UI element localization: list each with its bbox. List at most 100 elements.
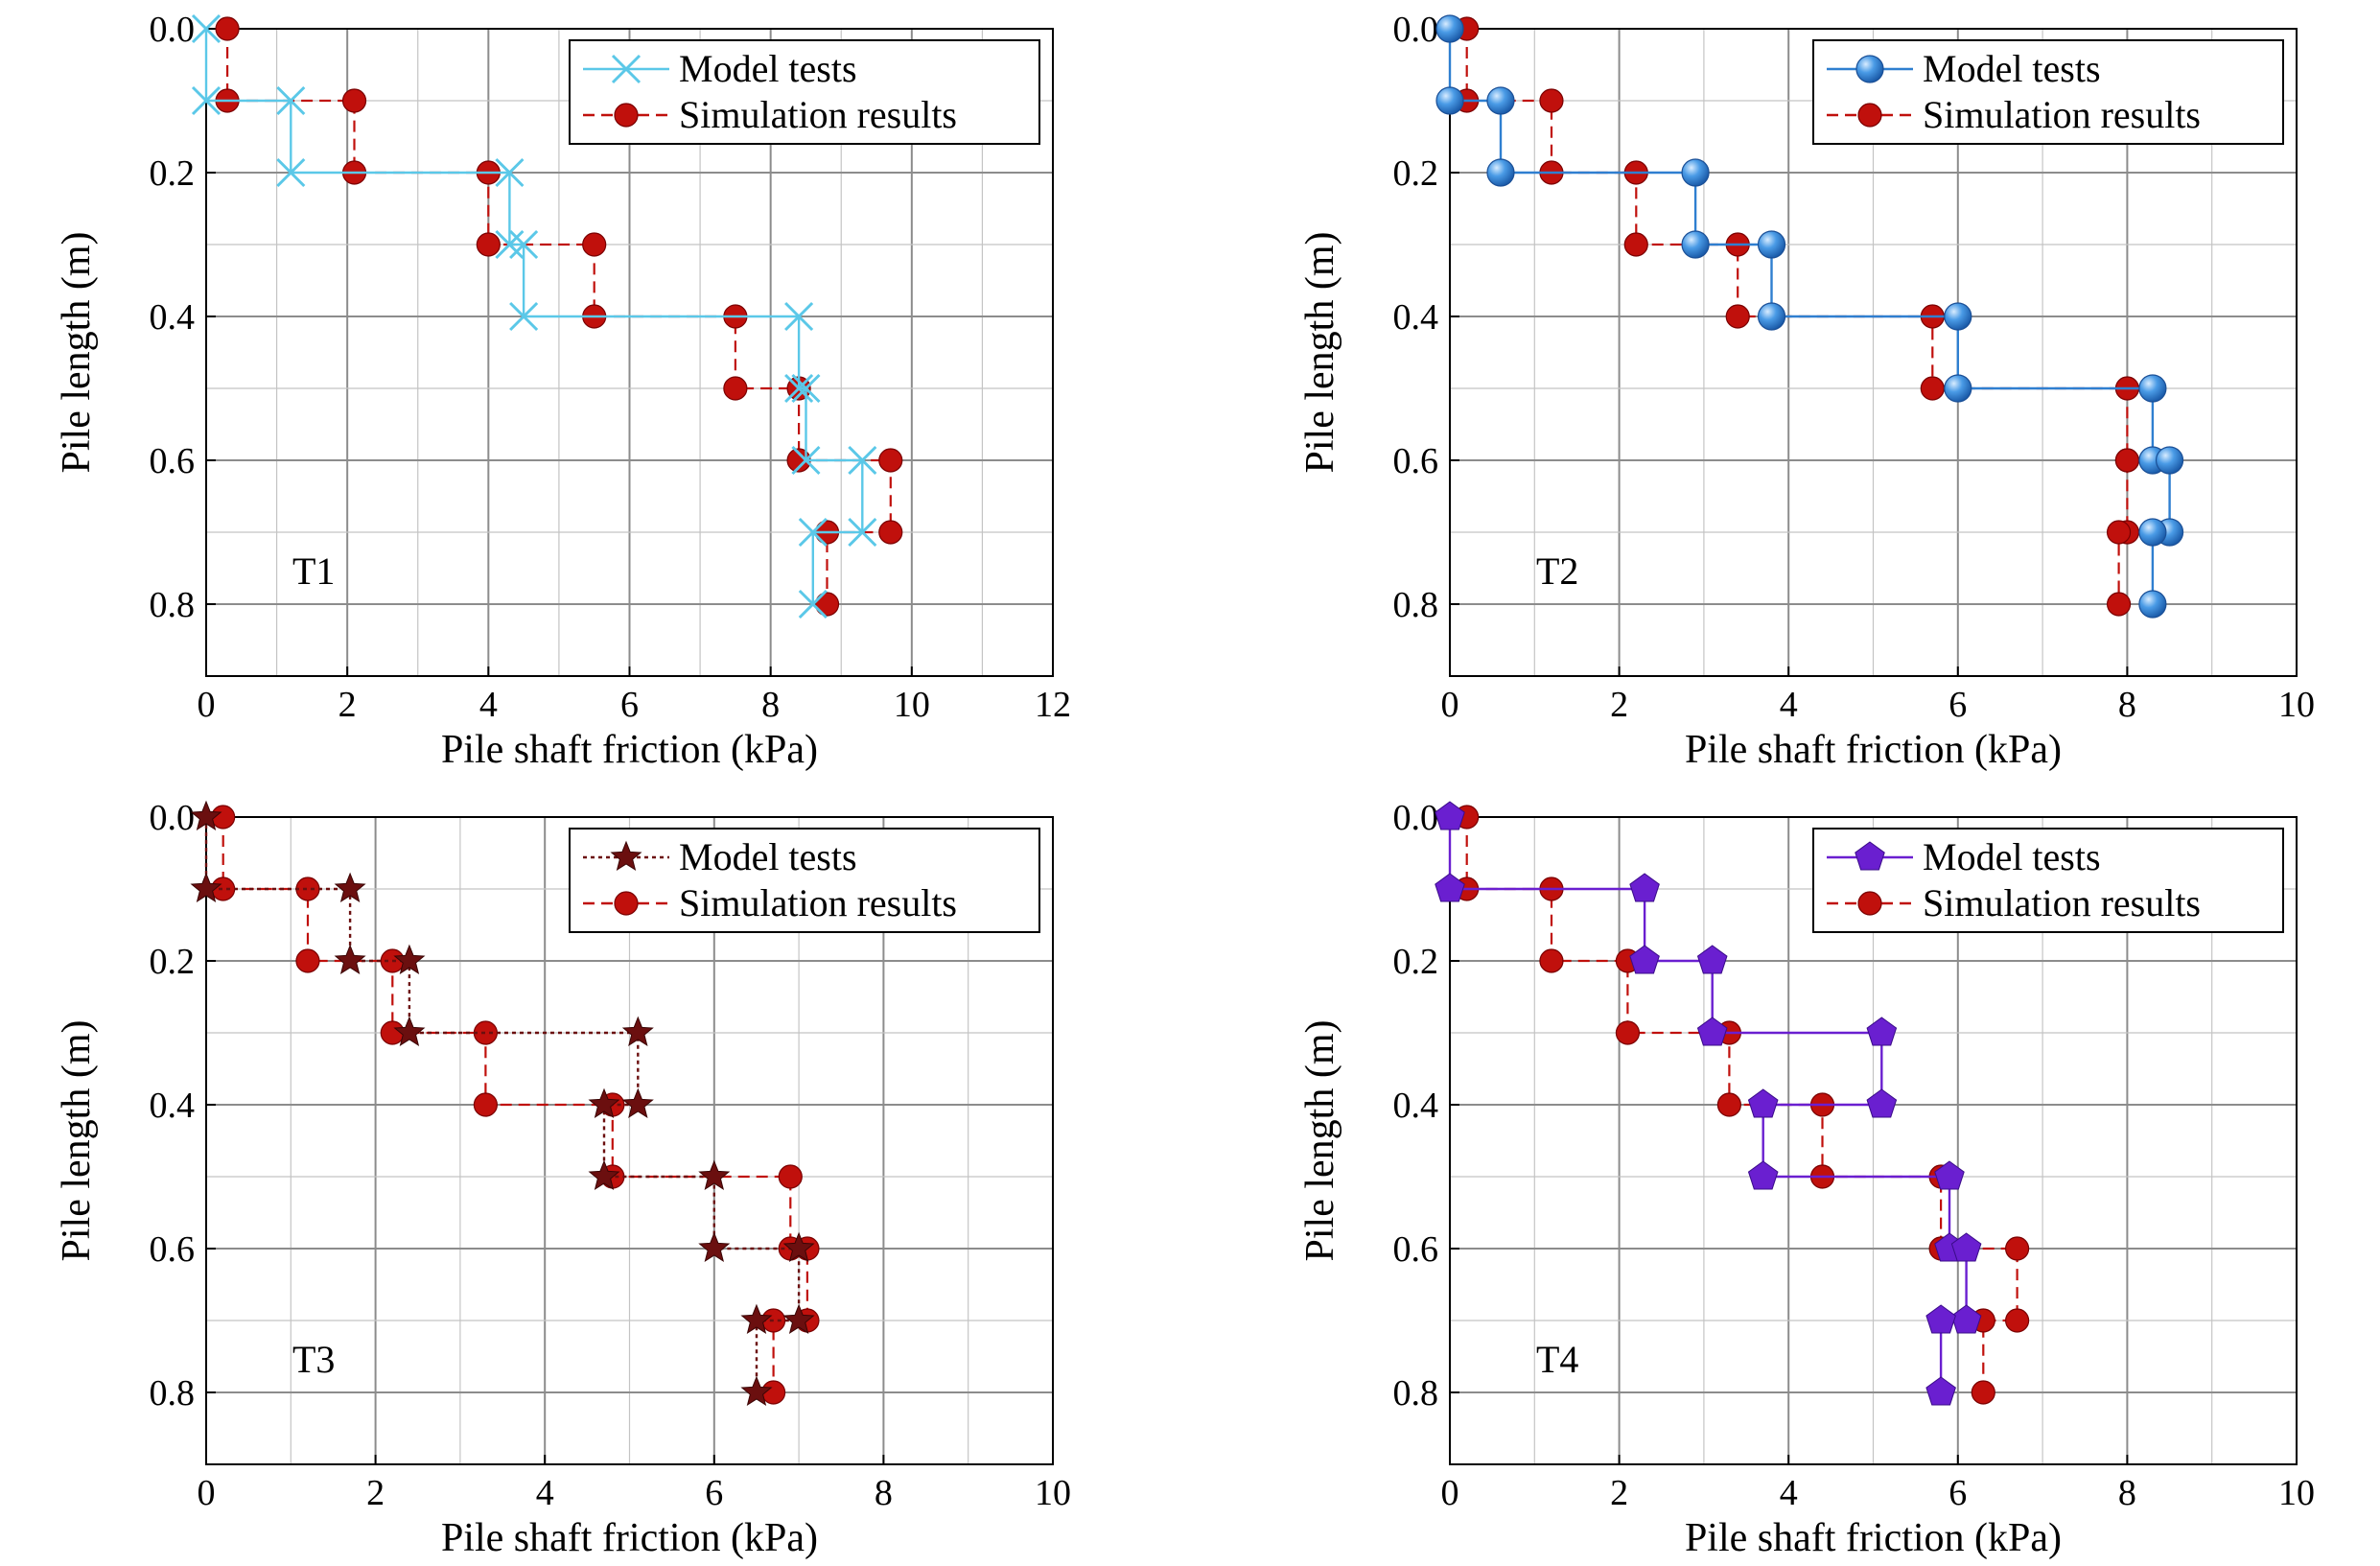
x-tick-label: 4	[1780, 685, 1798, 725]
y-tick-label: 0.0	[1393, 10, 1439, 50]
data-point	[1971, 1380, 1995, 1405]
data-point	[1486, 158, 1515, 187]
panel-label: T3	[292, 1338, 335, 1381]
x-tick-label: 8	[761, 685, 780, 725]
y-tick-label: 0.4	[150, 1086, 196, 1126]
x-tick-label: 6	[1948, 1473, 1967, 1513]
data-point	[1615, 1020, 1641, 1045]
data-point	[334, 872, 366, 903]
x-tick-label: 4	[536, 1473, 554, 1513]
data-point	[473, 1092, 498, 1117]
x-tick-label: 4	[479, 685, 498, 725]
y-tick-label: 0.6	[150, 1229, 196, 1270]
legend-marker	[1855, 55, 1884, 83]
series-model-tests	[1435, 14, 2184, 619]
panel-label: T1	[292, 549, 335, 593]
data-point	[509, 229, 539, 260]
x-axis-title: Pile shaft friction (kPa)	[1685, 728, 2062, 772]
series-line	[1465, 817, 2018, 1392]
data-point	[848, 445, 877, 476]
y-tick-label: 0.6	[1393, 441, 1439, 481]
legend-marker	[1857, 103, 1882, 128]
data-point	[2138, 590, 2167, 619]
data-point	[1681, 230, 1710, 259]
x-tick-label: 0	[198, 685, 216, 725]
data-point	[1435, 14, 1464, 43]
legend-box	[1812, 828, 2284, 933]
data-point	[2155, 446, 2184, 475]
y-tick-label: 0.0	[150, 798, 196, 838]
axes-frame	[1449, 816, 2298, 1465]
data-point	[740, 1303, 773, 1335]
data-point	[1539, 948, 1564, 973]
data-point	[784, 301, 814, 332]
chart-panel-t1: 0 2 4 6 8 10 12 0.0 0.2 0.4 0.6 0.8 Pile shaft frict…	[55, 10, 1071, 772]
x-tick-label: 8	[875, 1473, 893, 1513]
x-tick-label: 10	[894, 685, 930, 725]
data-point	[798, 517, 828, 548]
x-tick-label: 4	[1780, 1473, 1798, 1513]
legend-marker	[1855, 841, 1885, 871]
data-point	[393, 1016, 426, 1047]
legend-label: Simulation results	[679, 93, 957, 136]
data-point	[798, 589, 828, 619]
data-point	[698, 1159, 731, 1191]
legend-box	[569, 828, 1040, 933]
series-line	[1448, 29, 2171, 604]
x-tick-label: 6	[620, 685, 639, 725]
data-point	[782, 1231, 815, 1263]
y-tick-label: 0.8	[1393, 585, 1439, 625]
data-point	[1747, 1088, 1779, 1118]
data-point	[1925, 1304, 1956, 1334]
data-point	[1681, 158, 1710, 187]
data-point	[1944, 302, 1972, 331]
y-tick-label: 0.6	[150, 441, 196, 481]
axes-frame	[1449, 28, 2298, 677]
data-point	[1696, 1017, 1728, 1046]
data-point	[276, 157, 306, 188]
x-tick-label: 6	[705, 1473, 723, 1513]
data-point	[1757, 302, 1786, 331]
y-tick-label: 0.8	[1393, 1373, 1439, 1414]
data-point	[791, 445, 821, 476]
data-point	[1925, 1376, 1956, 1406]
x-tick-label: 12	[1035, 685, 1071, 725]
legend-label: Simulation results	[1923, 881, 2201, 924]
data-point	[495, 229, 525, 260]
legend-box	[569, 39, 1040, 145]
panel-label: T4	[1536, 1338, 1578, 1381]
data-point	[2138, 374, 2167, 403]
series-model-tests	[191, 13, 877, 619]
data-point	[2114, 448, 2139, 473]
y-tick-label: 0.6	[1393, 1229, 1439, 1270]
legend-label: Simulation results	[1923, 93, 2201, 136]
data-point	[2005, 1308, 2030, 1333]
y-tick-label: 0.8	[150, 1373, 196, 1414]
data-point	[778, 1164, 803, 1189]
panel-label: T2	[1536, 549, 1578, 593]
y-tick-label: 0.4	[150, 297, 196, 338]
data-point	[1944, 374, 1972, 403]
data-point	[791, 373, 821, 404]
series-model-tests	[190, 800, 815, 1407]
y-axis-title: Pile length (m)	[1298, 232, 1342, 474]
series-line	[1448, 817, 1968, 1392]
series-line	[226, 29, 892, 604]
data-point	[2005, 1236, 2030, 1261]
data-point	[1623, 232, 1648, 257]
legend-marker	[614, 891, 639, 916]
data-point	[1629, 873, 1660, 902]
y-axis-title: Pile length (m)	[1298, 1020, 1342, 1262]
data-point	[295, 948, 320, 973]
x-tick-label: 10	[1035, 1473, 1071, 1513]
data-point	[191, 85, 222, 116]
chart-panel-t4: 0 2 4 6 8 10 0.0 0.2 0.4 0.6 0.8 Pile shaft frictio…	[1298, 798, 2315, 1560]
x-tick-label: 2	[338, 685, 357, 725]
x-tick-label: 8	[2118, 1473, 2136, 1513]
data-point	[1866, 1017, 1898, 1046]
x-tick-label: 6	[1948, 685, 1967, 725]
data-point	[1435, 86, 1464, 115]
